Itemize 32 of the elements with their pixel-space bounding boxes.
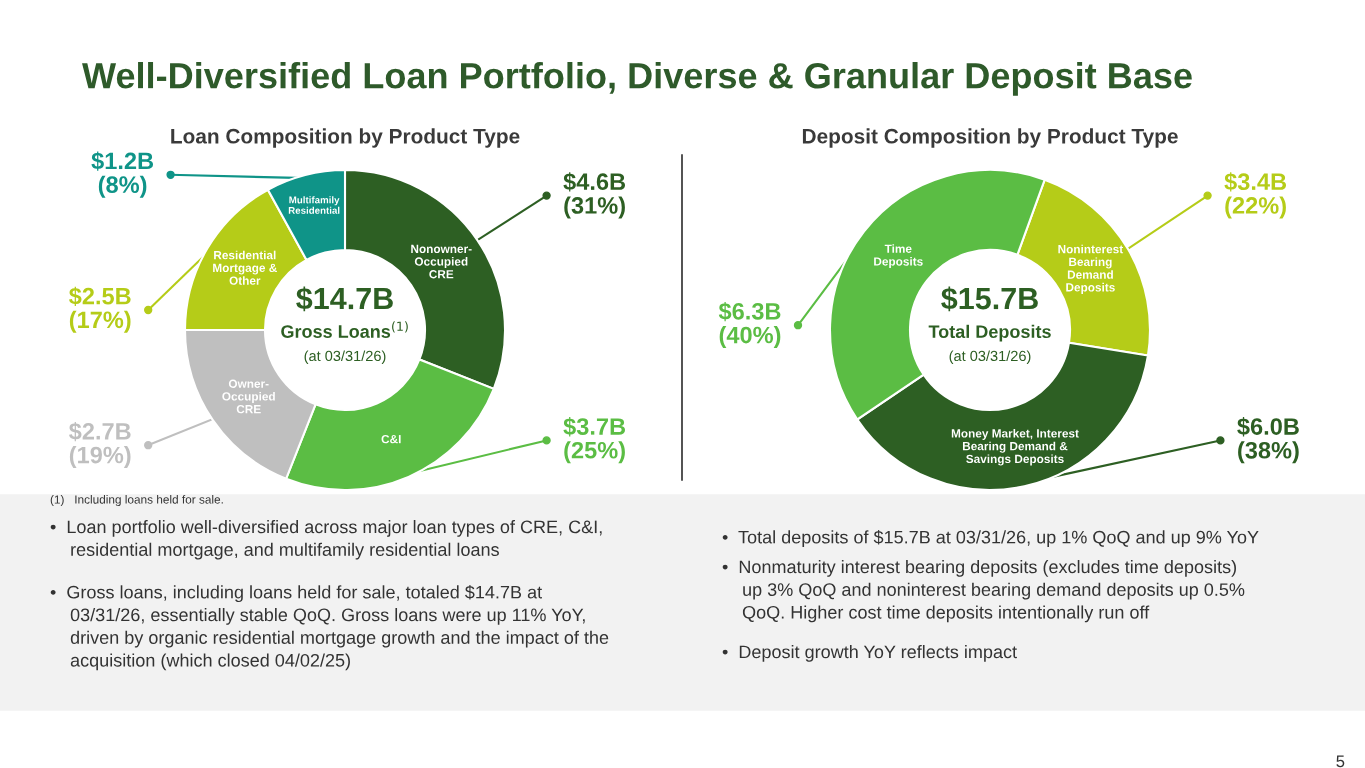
text: Well-Diversified Loan Portfolio, Diverse & Granular Deposit Base [82, 62, 1192, 96]
text: • Total deposits of $15.7B at 03/31/26, up 1% QoQ and up 9% YoY [722, 530, 1259, 548]
text: • Deposit growth YoY reflects impact [722, 645, 1017, 662]
text: • Gross loans, including loans held for sale, totaled $14.7B at 03/31/26, essentially stable QoQ. Gross loans were up 11% YoY, driven by organic residential mortgage growth and the impact of the acquisition (which closed 04/02/25) [50, 585, 609, 671]
data-label: $2.7B (19%) [69, 421, 131, 469]
data-label: $6.0B (38%) [1237, 417, 1299, 464]
data-label: $6.3B (40%) [718, 301, 781, 349]
data-label: $4.6B (31%) [563, 172, 626, 219]
text: (1) Including loans held for sale. [50, 495, 223, 507]
data-label: $3.4B (22%) [1224, 172, 1287, 219]
text: • Loan portfolio well-diversified across major loan types of CRE, C&I, residential mortgage, and multifamily residential loans [50, 520, 602, 560]
chart-title: Deposit Composition by Product Type [802, 128, 1178, 148]
text: Gross Loans$^{(1)}$ [281, 321, 408, 338]
text: Total Deposits [928, 324, 1051, 342]
slice-label: Multifamily Residential [288, 196, 340, 214]
chart-title: Loan Composition by Product Type [171, 128, 520, 148]
text: (at 03/31/26) [304, 350, 386, 364]
data-label: $1.2B (8%) [91, 151, 154, 198]
slice-label: Residential Mortgage & Other [213, 250, 277, 285]
slice-label: Owner- Occupied CRE [222, 379, 275, 414]
text: (at 03/31/26) [949, 350, 1031, 364]
slice-label: Noninterest Bearing Demand Deposits [1058, 244, 1124, 294]
text: $15.7B [941, 286, 1038, 312]
slice-label: Money Market, Interest Bearing Demand & Savings Deposits [951, 428, 1079, 466]
text: $14.7B [296, 286, 393, 312]
slice-label: Nonowner- Occupied CRE [411, 244, 472, 279]
data-label: $3.7B (25%) [563, 417, 626, 464]
slice-label: C&I [381, 434, 401, 444]
text: • Nonmaturity interest bearing deposits (excludes time deposits) up 3% QoQ and noninterest bearing demand deposits up 0.5% QoQ. Higher cost time deposits intentionally run off [722, 560, 1245, 623]
text: 5 [1336, 755, 1345, 768]
slice-label: Time Deposits [874, 244, 923, 268]
data-label: $2.5B (17%) [69, 286, 131, 333]
